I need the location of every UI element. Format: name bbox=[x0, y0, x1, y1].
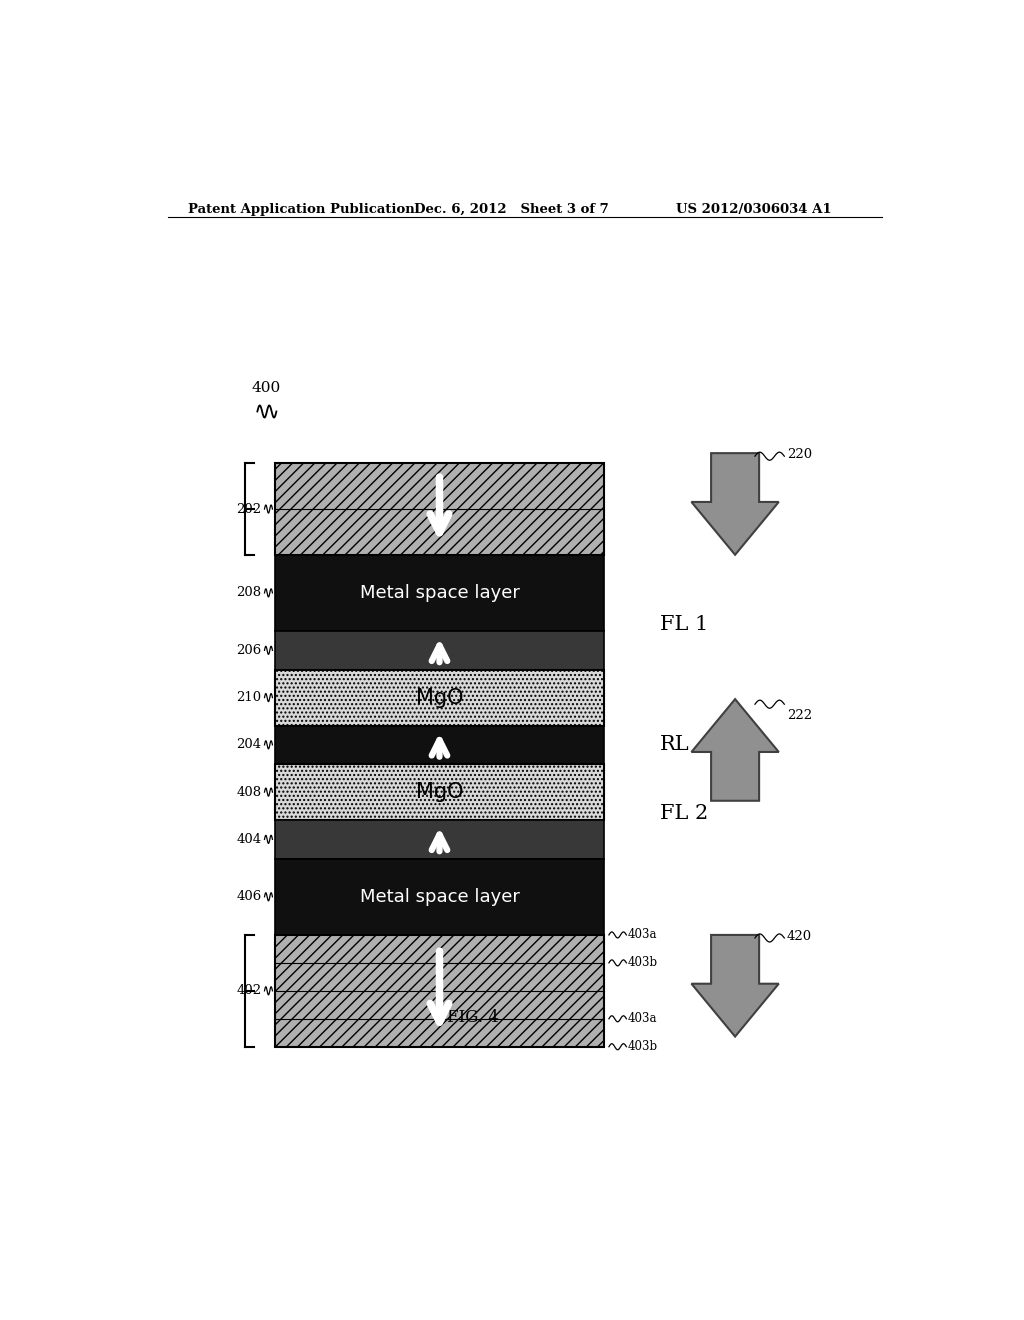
Bar bbox=[274, 764, 604, 820]
Text: 420: 420 bbox=[786, 929, 812, 942]
Text: 210: 210 bbox=[237, 692, 261, 704]
Text: MgO: MgO bbox=[416, 783, 463, 803]
Text: RL: RL bbox=[659, 735, 689, 754]
Polygon shape bbox=[691, 453, 779, 554]
Text: 400: 400 bbox=[251, 381, 281, 395]
Text: FL 2: FL 2 bbox=[659, 804, 708, 824]
Text: Metal space layer: Metal space layer bbox=[359, 583, 519, 602]
Text: MgO: MgO bbox=[416, 688, 463, 708]
Bar bbox=[274, 554, 604, 631]
Text: Patent Application Publication: Patent Application Publication bbox=[187, 203, 415, 216]
Text: Metal space layer: Metal space layer bbox=[359, 888, 519, 906]
Bar bbox=[274, 463, 604, 554]
Text: 222: 222 bbox=[786, 709, 812, 722]
Text: 202: 202 bbox=[237, 503, 261, 516]
Text: 403b: 403b bbox=[628, 957, 658, 969]
Bar bbox=[274, 935, 604, 1047]
Bar bbox=[274, 820, 604, 859]
Text: 204: 204 bbox=[237, 738, 261, 751]
Text: 403b: 403b bbox=[628, 1040, 658, 1053]
Text: 402: 402 bbox=[237, 985, 261, 998]
Text: 408: 408 bbox=[237, 785, 261, 799]
Text: Dec. 6, 2012   Sheet 3 of 7: Dec. 6, 2012 Sheet 3 of 7 bbox=[414, 203, 608, 216]
Polygon shape bbox=[691, 935, 779, 1036]
Text: 406: 406 bbox=[237, 890, 261, 903]
Text: 220: 220 bbox=[786, 447, 812, 461]
Text: FL 1: FL 1 bbox=[659, 615, 708, 635]
Text: 403a: 403a bbox=[628, 1012, 657, 1026]
Text: 206: 206 bbox=[237, 644, 261, 657]
Text: 208: 208 bbox=[237, 586, 261, 599]
Bar bbox=[274, 631, 604, 669]
Bar bbox=[274, 669, 604, 726]
Text: FIG. 4: FIG. 4 bbox=[447, 1008, 499, 1026]
Bar bbox=[274, 726, 604, 764]
Text: 403a: 403a bbox=[628, 928, 657, 941]
Bar bbox=[274, 859, 604, 935]
Text: 404: 404 bbox=[237, 833, 261, 846]
Polygon shape bbox=[691, 700, 779, 801]
Text: US 2012/0306034 A1: US 2012/0306034 A1 bbox=[676, 203, 831, 216]
